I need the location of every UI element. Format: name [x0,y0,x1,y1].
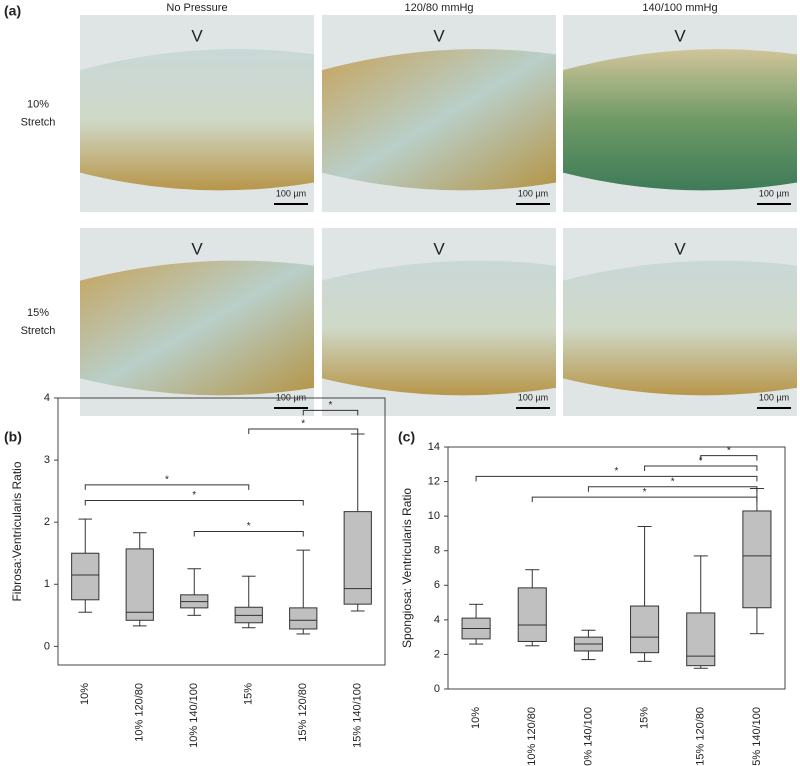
row-label: Stretch [21,116,56,128]
y-tick-label: 0 [44,640,50,652]
x-tick-label: 10% 120/80 [134,683,146,742]
panel-label: (a) [4,3,21,19]
significance-marker: * [165,475,169,486]
significance-marker: * [727,445,731,456]
scale-bar-label: 100 µm [518,392,548,402]
vessel-marker: V [674,239,686,258]
vessel-marker: V [433,239,445,258]
scale-bar-label: 100 µm [759,188,789,198]
column-header: 120/80 mmHg [404,2,473,14]
x-tick-label: 10% 140/100 [582,707,594,766]
box [289,607,318,630]
y-tick-label: 10 [428,510,440,522]
significance-bracket [644,465,758,472]
panel-label: (b) [4,429,22,445]
x-tick-label: 10% 140/100 [188,683,200,748]
y-axis-label: Fibrosa:Ventricularis Ratio [10,461,24,601]
tissue [80,49,314,191]
tissue [563,49,797,191]
significance-marker: * [192,490,196,501]
y-tick-label: 2 [44,516,50,528]
plot-frame [57,397,386,666]
significance-marker: * [671,476,675,487]
x-tick-label: 10% [470,707,482,729]
significance-bracket [700,455,758,461]
significance-marker: * [301,419,305,430]
column-header: No Pressure [166,2,227,14]
vessel-marker: V [674,26,686,45]
box [517,587,547,642]
box [71,552,100,601]
x-tick-label: 10% [79,683,91,705]
y-tick-label: 4 [44,392,50,404]
row-label: Stretch [21,325,56,337]
x-tick-label: 15% 120/80 [297,683,309,742]
tissue [563,260,797,396]
x-tick-label: 15% [638,707,650,729]
panel-label: (c) [398,429,415,445]
y-tick-label: 4 [434,614,440,626]
significance-marker: * [615,466,619,477]
box [630,605,660,654]
y-tick-label: 0 [434,683,440,695]
y-tick-label: 2 [434,648,440,660]
y-tick-label: 1 [44,578,50,590]
x-tick-label: 15% 140/100 [352,683,364,748]
y-tick-label: 3 [44,454,50,466]
tissue [322,49,556,191]
significance-bracket [302,409,359,416]
significance-bracket [531,496,758,503]
significance-bracket [587,486,758,492]
significance-marker: * [699,456,703,467]
vessel-marker: V [191,26,203,45]
significance-bracket [193,531,304,537]
x-tick-label: 15% 140/100 [751,707,763,766]
scale-bar-label: 100 µm [518,188,548,198]
tissue [80,260,314,396]
box [125,548,154,621]
significance-marker: * [643,487,647,498]
y-axis-label: Spongiosa: Ventricularis Ratio [400,488,414,648]
x-tick-label: 10% 120/80 [526,707,538,766]
y-tick-label: 14 [428,441,440,453]
significance-marker: * [329,400,333,411]
significance-bracket [84,499,304,506]
y-tick-label: 6 [434,579,440,591]
column-header: 140/100 mmHg [642,2,717,14]
significance-bracket [248,428,359,435]
significance-marker: * [247,521,251,532]
box [742,510,772,609]
y-tick-label: 12 [428,475,440,487]
tissue [322,260,556,396]
box [343,511,372,605]
vessel-marker: V [191,239,203,258]
scale-bar-label: 100 µm [276,392,306,402]
row-label: 10% [27,98,49,110]
significance-bracket [84,484,250,490]
scale-bar-label: 100 µm [276,188,306,198]
row-label: 15% [27,307,49,319]
x-tick-label: 15% [243,683,255,705]
vessel-marker: V [433,26,445,45]
y-tick-label: 8 [434,545,440,557]
significance-bracket [475,475,758,482]
box [686,612,716,667]
plot-frame [447,446,786,690]
scale-bar-label: 100 µm [759,392,789,402]
x-tick-label: 15% 120/80 [695,707,707,766]
